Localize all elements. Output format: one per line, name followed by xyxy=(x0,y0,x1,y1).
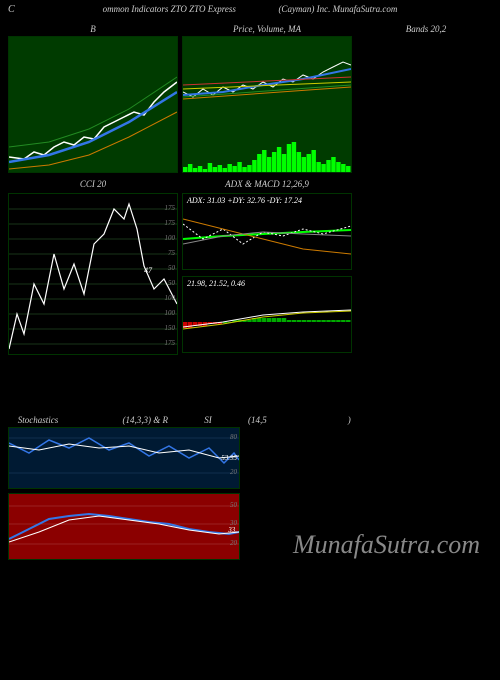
stoch-title-si: SI xyxy=(168,415,248,425)
header-mid: ommon Indicators ZTO ZTO Express xyxy=(103,4,236,14)
cci-chart: 17517510075505010010015017547 xyxy=(8,193,178,355)
bands-empty xyxy=(356,36,496,173)
bands-title: Bands 20,2 xyxy=(356,22,496,36)
row1-titles: B Price, Volume, MA Bands 20,2 xyxy=(0,22,500,36)
bollinger-chart xyxy=(8,36,178,173)
stoch-title-mid: (14,3,3) & R xyxy=(68,415,168,425)
stoch-title-row: Stochastics (14,3,3) & R SI (14,5 ) xyxy=(8,415,492,425)
macd-label: 21.98, 21.52, 0.46 xyxy=(187,279,245,288)
bollinger-title: B xyxy=(8,22,178,36)
price-ma-title: Price, Volume, MA xyxy=(182,22,352,36)
page-header: C ommon Indicators ZTO ZTO Express (Caym… xyxy=(0,0,500,22)
adx-macd-stack: ADX: 31.03 +DY: 32.76 -DY: 17.24 21.98, … xyxy=(182,193,352,355)
rsi-chart: 50302033. xyxy=(8,493,240,560)
stoch-title-right: (14,5 ) xyxy=(248,415,398,425)
price-ma-chart xyxy=(182,36,352,173)
adx-chart: ADX: 31.03 +DY: 32.76 -DY: 17.24 xyxy=(182,193,352,270)
macd-chart: 21.98, 21.52, 0.46 xyxy=(182,276,352,353)
cci-title: CCI 20 xyxy=(8,177,178,191)
row1-charts xyxy=(0,36,500,173)
header-left: C xyxy=(8,4,15,15)
adx-label: ADX: 31.03 +DY: 32.76 -DY: 17.24 xyxy=(187,196,302,205)
adx-title: ADX & MACD 12,26,9 xyxy=(182,177,352,191)
stochastics-chart: 802053.95 xyxy=(8,427,240,489)
stoch-title-left: Stochastics xyxy=(8,415,68,425)
header-right: (Cayman) Inc. MunafaSutra.com xyxy=(278,4,397,14)
row2-charts: 17517510075505010010015017547 ADX: 31.03… xyxy=(0,193,500,355)
row2-titles: CCI 20 ADX & MACD 12,26,9 xyxy=(0,177,500,191)
watermark-text: MunafaSutra.com xyxy=(293,530,480,560)
